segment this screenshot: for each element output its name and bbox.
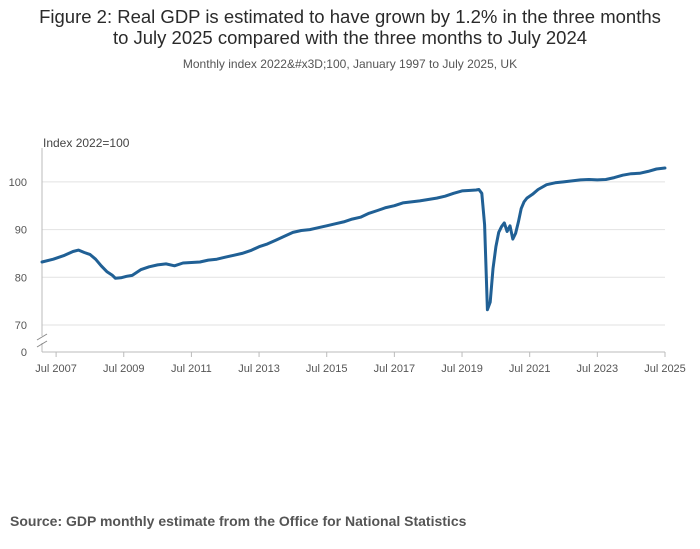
x-tick-label-3: Jul 2013 bbox=[238, 363, 280, 375]
grid-lines bbox=[42, 181, 665, 326]
x-tick-label-5: Jul 2017 bbox=[374, 363, 416, 375]
x-tick-label-7: Jul 2021 bbox=[509, 363, 551, 375]
x-tick-label-8: Jul 2023 bbox=[577, 363, 619, 375]
series-layer bbox=[40, 166, 667, 312]
x-tick-label-4: Jul 2015 bbox=[306, 363, 348, 375]
y-tick-label-80: 80 bbox=[15, 272, 27, 284]
x-tick-label-6: Jul 2019 bbox=[441, 363, 483, 375]
chart-title-line-2: to July 2025 compared with the three mon… bbox=[112, 27, 588, 48]
x-tick-label-1: Jul 2009 bbox=[103, 363, 145, 375]
y-tick-label-70: 70 bbox=[15, 320, 27, 332]
y-tick-label-90: 90 bbox=[15, 225, 27, 237]
axes: 100 90 80 70 0 Jul 2007 Jul 2009 Jul 2011 Jul 20… bbox=[9, 148, 686, 375]
axis-break-mark-lower bbox=[36, 340, 48, 348]
chart-title-line-1: Figure 2: Real GDP is estimated to have … bbox=[39, 6, 661, 27]
y-tick-label-zero: 0 bbox=[21, 347, 27, 359]
x-tick-label-9: Jul 2025 bbox=[644, 363, 686, 375]
chart-title: Figure 2: Real GDP is estimated to have … bbox=[0, 6, 700, 48]
axis-break-mark-upper bbox=[36, 333, 48, 341]
y-tick-label-100: 100 bbox=[9, 177, 27, 189]
x-tick-label-2: Jul 2011 bbox=[171, 363, 212, 375]
source-note: Source: GDP monthly estimate from the Of… bbox=[10, 513, 467, 529]
y-axis-title: Index 2022=100 bbox=[43, 136, 130, 150]
chart-subtitle: Monthly index 2022&#x3D;100, January 199… bbox=[182, 57, 518, 71]
x-tick-label-0: Jul 2007 bbox=[35, 363, 77, 375]
series-line-gdp-index bbox=[40, 166, 667, 312]
